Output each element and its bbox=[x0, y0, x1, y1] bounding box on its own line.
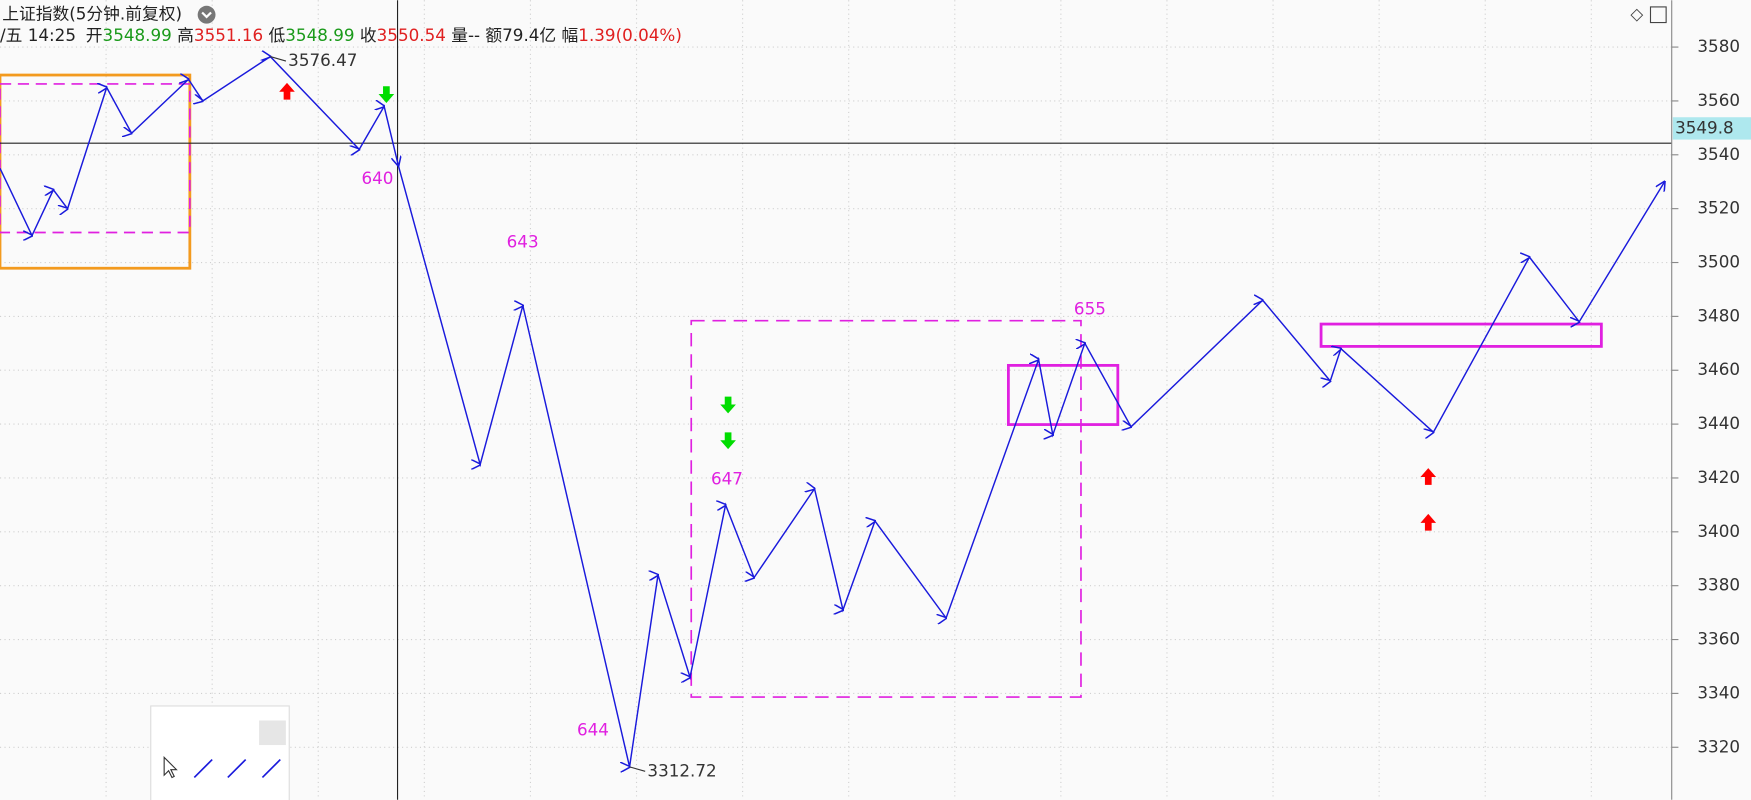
annotation: 655 bbox=[1074, 299, 1106, 319]
close: 3550.54 bbox=[377, 25, 446, 45]
change: 1.39(0.04%) bbox=[578, 25, 682, 45]
high: 3551.16 bbox=[194, 25, 263, 45]
y-tick-label: 3500 bbox=[1697, 252, 1740, 272]
change-label: 幅 bbox=[562, 25, 579, 45]
extreme-label: 3312.72 bbox=[647, 760, 716, 780]
segment-tool[interactable] bbox=[227, 758, 247, 779]
label-pointer bbox=[629, 766, 646, 772]
y-tick-label: 3340 bbox=[1697, 682, 1740, 702]
high-label: 高 bbox=[177, 25, 194, 45]
low-label: 低 bbox=[269, 25, 286, 45]
extreme-label: 3576.47 bbox=[288, 50, 357, 70]
volume: 量-- bbox=[451, 25, 480, 45]
plot: 3576.47 3312.72 640 643 644 647 655 bbox=[0, 50, 1665, 780]
y-tick-label: 3580 bbox=[1697, 36, 1740, 56]
icon[interactable] bbox=[1649, 6, 1667, 24]
ray-tool[interactable] bbox=[261, 758, 281, 779]
y-axis: 3320 3340 3360 3380 3400 3420 3440 3460 3480 3500… bbox=[1671, 36, 1751, 756]
label-pointer bbox=[270, 56, 287, 62]
low: 3548.99 bbox=[285, 25, 354, 45]
y-tick-label: 3400 bbox=[1697, 521, 1740, 541]
open: 3548.99 bbox=[103, 25, 172, 45]
y-tick-label: 3420 bbox=[1697, 467, 1740, 487]
open-label: 开 bbox=[86, 25, 103, 45]
y-tick-label: 3520 bbox=[1697, 198, 1740, 218]
toolbar-panel bbox=[150, 705, 290, 800]
y-tick-label: 3440 bbox=[1697, 413, 1740, 433]
y-tick-label: 3480 bbox=[1697, 305, 1740, 325]
pointer-tool[interactable] bbox=[163, 755, 178, 779]
annotation: 640 bbox=[361, 168, 393, 188]
menu-button[interactable] bbox=[197, 5, 216, 24]
close-label: 收 bbox=[360, 25, 377, 45]
header: 上证指数(5分钟.前复权) ◇ /五 14:25 开3548.99 高3551.… bbox=[0, 4, 1667, 45]
icon[interactable]: ◇ bbox=[1630, 4, 1643, 24]
y-tick-label: 3560 bbox=[1697, 90, 1740, 110]
zigzag-line bbox=[0, 57, 1665, 767]
last-price-label: 3549.8 bbox=[1675, 117, 1734, 137]
info-line: /五 14:25 开3548.99 高3551.16 低3548.99 收355… bbox=[0, 25, 682, 45]
title: 上证指数(5分钟.前复权) bbox=[2, 4, 182, 24]
amount: 额79.4亿 bbox=[485, 25, 556, 45]
close-button[interactable] bbox=[259, 720, 286, 746]
y-tick-label: 3380 bbox=[1697, 575, 1740, 595]
time: /五 14:25 bbox=[0, 25, 76, 45]
annotation: 644 bbox=[577, 720, 609, 740]
y-tick-label: 3320 bbox=[1697, 736, 1740, 756]
menu-icon bbox=[201, 11, 212, 19]
y-tick-label: 3460 bbox=[1697, 359, 1740, 379]
annotation: 647 bbox=[711, 468, 743, 488]
last-price-box bbox=[1672, 117, 1751, 140]
y-tick-label: 3540 bbox=[1697, 144, 1740, 164]
annotation: 643 bbox=[507, 232, 539, 252]
toolbar bbox=[150, 705, 290, 800]
line-tool[interactable] bbox=[193, 758, 213, 779]
y-tick-label: 3360 bbox=[1697, 629, 1740, 649]
